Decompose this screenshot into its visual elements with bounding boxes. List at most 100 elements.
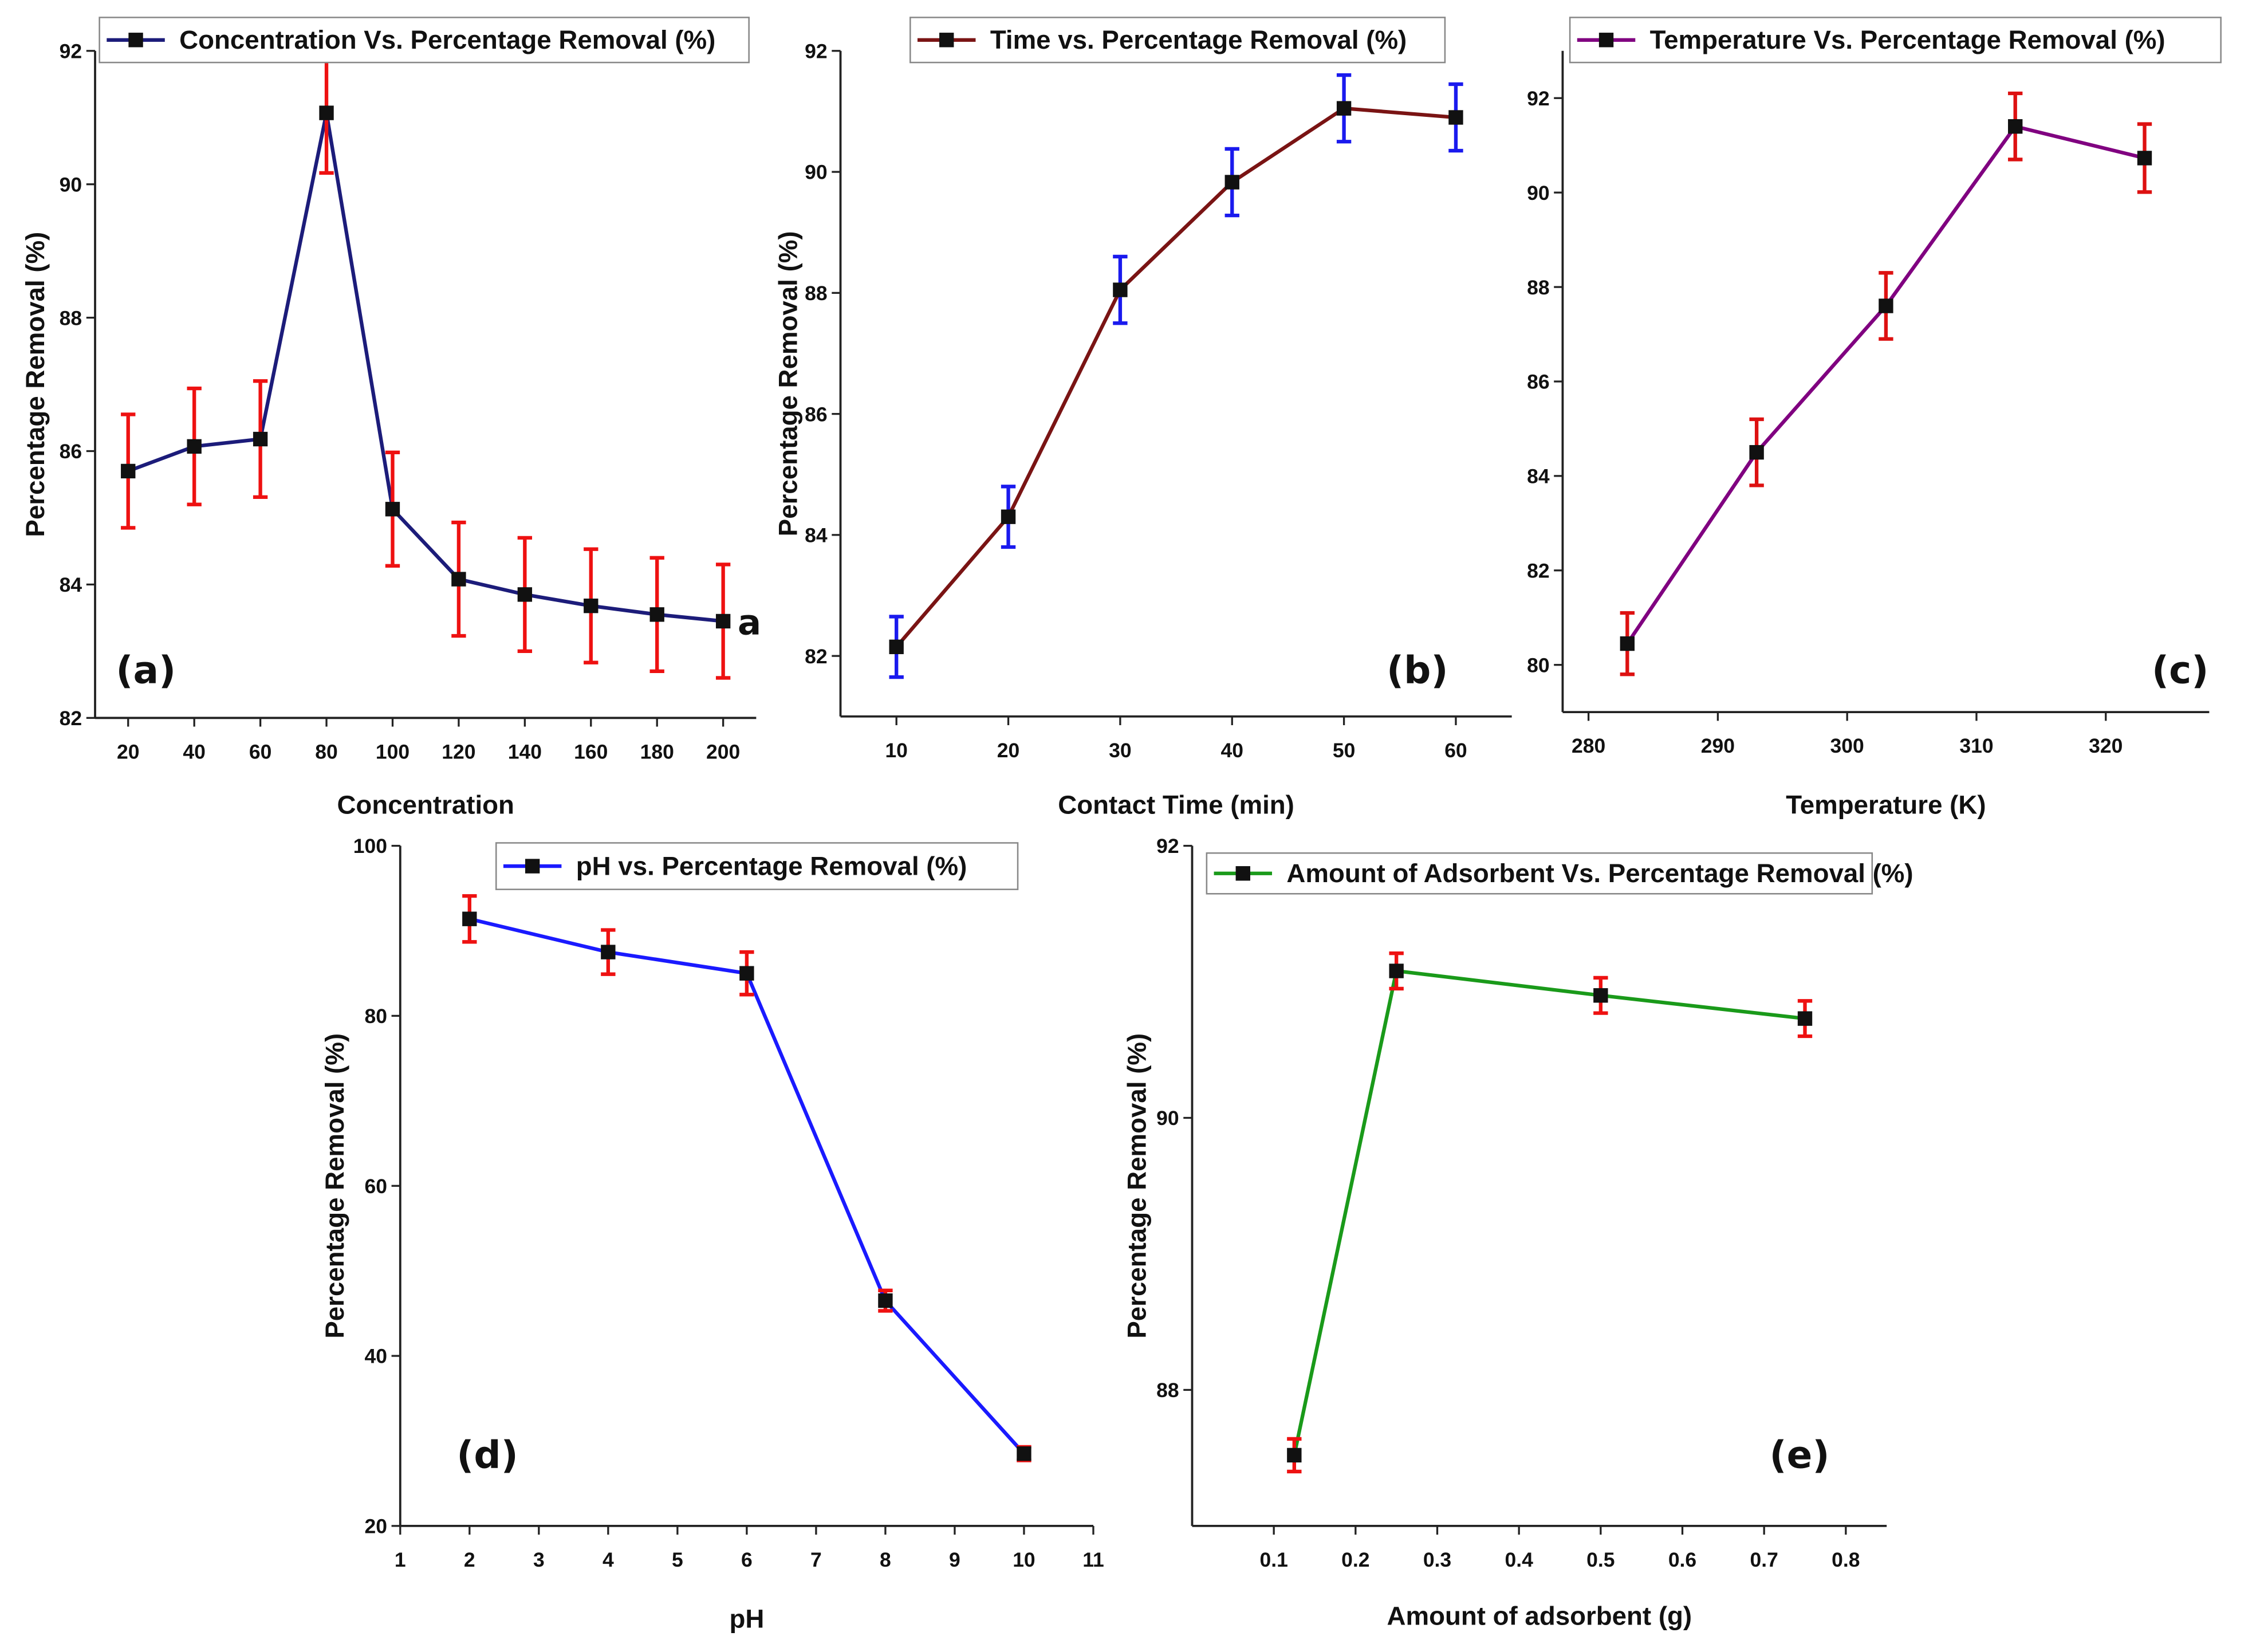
x-tick-label: 10 [885,739,908,762]
x-tick-label: 0.2 [1341,1548,1369,1571]
data-point [1879,298,1893,313]
series-line [1625,124,2145,645]
y-tick-label: 86 [60,440,82,463]
data-point [1017,1446,1031,1461]
data-point [1336,101,1352,116]
legend-box [495,842,1019,890]
panel-label: (b) [1387,648,1448,692]
x-tick-label: 120 [442,740,475,763]
data-point [1620,636,1635,651]
y-tick-label: 90 [1156,1107,1179,1130]
x-axis-label: pH [729,1604,764,1633]
x-tick-label: 4 [603,1548,614,1571]
data-point [1113,282,1128,297]
legend-label: Time vs. Percentage Removal (%) [990,25,1407,54]
y-tick-label: 88 [805,282,828,305]
y-tick-label: 84 [805,524,828,547]
y-tick-label: 80 [364,1005,387,1028]
y-tick-label: 90 [805,161,828,184]
data-point [1287,1448,1302,1463]
data-point [2137,151,2152,166]
legend-marker [128,33,143,48]
x-tick-label: 80 [315,740,338,763]
x-tick-label: 8 [880,1548,891,1571]
legend-marker [939,33,954,48]
legend-marker [1598,33,1614,48]
x-tick-label: 40 [1221,739,1244,762]
data-point [889,639,904,654]
x-tick-label: 160 [574,740,608,763]
x-tick-label: 30 [1109,739,1132,762]
y-axis-label: Percentage Removal (%) [320,1033,349,1339]
legend: pH vs. Percentage Removal (%) [495,842,1019,890]
x-tick-label: 100 [376,740,410,763]
legend: Concentration Vs. Percentage Removal (%) [99,17,750,64]
y-tick-label: 84 [1527,465,1550,488]
chart-panel-a: 82 84 86 88 90 92 20 40 60 80 100 120 140 160 180 200 Co… [21,17,761,820]
data-point [1389,963,1404,978]
legend-box [909,17,1446,64]
series-line [1292,969,1805,1456]
y-tick-label: 80 [1527,654,1550,676]
data-point [1001,509,1016,524]
y-tick-label: 82 [805,645,828,668]
data-point [1448,110,1463,125]
data-point [319,105,334,120]
series-line [895,106,1456,648]
x-tick-label: 60 [249,740,272,763]
x-tick-label: 0.1 [1259,1548,1287,1571]
y-tick-label: 92 [1156,835,1179,858]
data-point [2008,119,2023,134]
legend-label: Temperature Vs. Percentage Removal (%) [1650,25,2165,54]
x-tick-label: 200 [706,740,740,763]
data-point [1749,445,1764,460]
data-point [121,463,136,479]
x-axis-label: Contact Time (min) [1058,790,1294,820]
chart-panel-e: 88 90 92 0.1 0.2 0.3 0.4 0.5 0.6 0.7 0.8 Amount of … [1122,835,1913,1630]
y-tick-label: 92 [1527,87,1550,110]
y-axis-label: Percentage Removal (%) [1122,1033,1151,1339]
data-point [1797,1011,1813,1026]
data-point [649,607,664,622]
x-axis-label: Concentration [337,790,514,820]
x-tick-label: 10 [1013,1548,1035,1571]
x-axis-label: Amount of adsorbent (g) [1387,1601,1692,1630]
x-tick-label: 0.4 [1505,1548,1533,1571]
x-tick-label: 9 [949,1548,960,1571]
x-tick-label: 20 [117,740,140,763]
y-tick-label: 86 [805,403,828,426]
data-point [715,613,731,629]
data-point [451,572,466,587]
y-tick-label: 82 [60,707,82,730]
data-point [253,431,268,447]
x-tick-label: 7 [810,1548,822,1571]
legend: Time vs. Percentage Removal (%) [909,17,1446,64]
x-tick-label: 40 [183,740,206,763]
x-tick-label: 300 [1830,734,1864,757]
legend-marker [1235,866,1250,881]
y-tick-label: 92 [60,40,82,62]
x-tick-label: 6 [741,1548,753,1571]
x-tick-label: 1 [395,1548,406,1571]
panel-label: (a) [116,648,176,692]
legend-box [1206,852,1873,895]
x-tick-label: 320 [2089,734,2123,757]
y-tick-label: 84 [60,573,82,596]
panel-label: (e) [1769,1433,1829,1477]
y-axis-label: Percentage Removal (%) [21,232,50,537]
y-tick-label: 82 [1527,559,1550,582]
data-point [517,587,533,602]
data-point [385,502,400,517]
point-annotation: a [738,602,761,643]
legend: Amount of Adsorbent Vs. Percentage Remov… [1206,852,1913,895]
data-point [878,1293,893,1308]
x-tick-label: 180 [640,740,674,763]
x-tick-label: 0.3 [1423,1548,1451,1571]
x-tick-label: 0.5 [1586,1548,1615,1571]
chart-panel-d: 20 40 60 80 100 1 2 3 4 5 6 7 8 9 10 11 pH Percentage Rem… [320,835,1104,1633]
legend: Temperature Vs. Percentage Removal (%) [1569,17,2222,64]
y-tick-label: 100 [353,835,387,858]
y-tick-label: 88 [60,306,82,329]
y-tick-label: 20 [364,1515,387,1538]
